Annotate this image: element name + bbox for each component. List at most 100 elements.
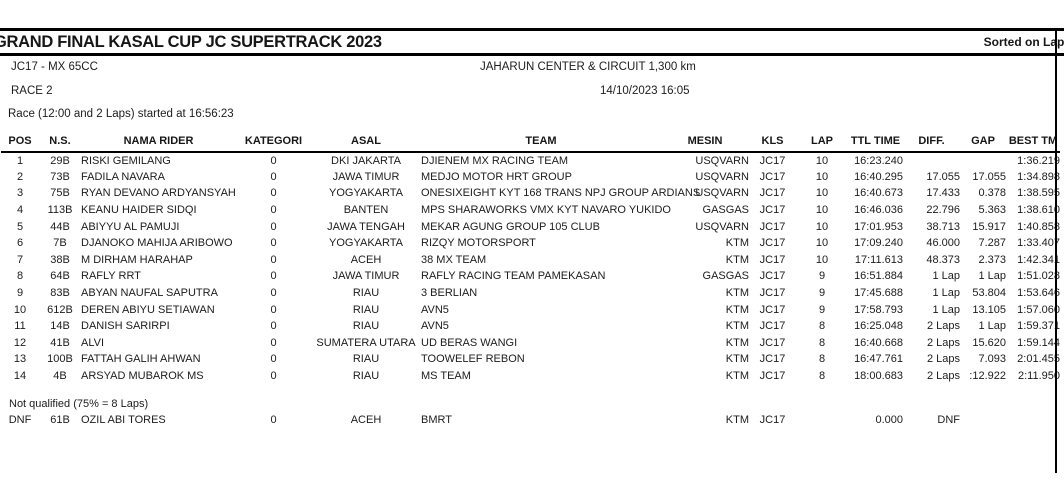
cell-kategori: 0 — [270, 170, 277, 183]
cell-gap: 17.055 — [972, 170, 1006, 183]
cell-team: MPS SHARAWORKS VMX KYT NAVARO YUKIDO — [421, 204, 671, 217]
cell-mesin: KTM — [725, 336, 749, 349]
result-row: 12 41B ALVI 0 SUMATERA UTARA UD BERAS WANGI KT… — [1, 335, 1060, 352]
cell-gap: 7.093 — [978, 353, 1006, 366]
venue-label: JAHARUN CENTER & CIRCUIT 1,300 km — [480, 61, 696, 73]
cell-rider: RYAN DEVANO ARDYANSYAH — [81, 187, 236, 200]
not-qualified-row: Not qualified (75% = 8 Laps) — [1, 395, 1060, 412]
cell-pos: 2 — [16, 170, 24, 183]
cell-rider: DEREN ABIYU SETIAWAN — [81, 303, 215, 316]
col-header-best-tm: BEST TM — [1006, 133, 1060, 153]
cell-kls: JC17 — [759, 414, 786, 427]
cell-ttl-time: 16:40.295 — [854, 170, 903, 183]
cell-gap — [960, 412, 1006, 429]
cell-ns: 14B — [50, 320, 70, 333]
cell-best-tm: 2:11.950 — [1017, 370, 1060, 383]
result-row: 1 29B RISKI GEMILANG 0 DKI JAKARTA DJIENEM MX… — [1, 152, 1060, 169]
result-row: 7 38B M DIRHAM HARAHAP 0 ACEH 38 MX TEAM KTM JC… — [1, 252, 1060, 269]
race-start-info: Race (12:00 and 2 Laps) started at 16:56… — [8, 108, 234, 120]
cell-kategori: 0 — [270, 204, 277, 217]
cell-ns: 61B — [50, 414, 70, 427]
race-label: RACE 2 — [11, 85, 53, 97]
cell-ns: 113B — [47, 204, 73, 217]
cell-mesin: USQVARN — [695, 187, 749, 200]
cell-kls: JC17 — [759, 303, 786, 316]
title-band: GRAND FINAL KASAL CUP JC SUPERTRACK 2023… — [0, 28, 1064, 56]
cell-mesin: KTM — [725, 370, 749, 383]
cell-pos: 12 — [13, 336, 27, 349]
cell-diff: 1 Lap — [932, 270, 960, 283]
cell-team: MEKAR AGUNG GROUP 105 CLUB — [421, 220, 600, 233]
cell-kategori: 0 — [270, 353, 277, 366]
col-header-kategori: KATEGORI — [236, 133, 311, 153]
cell-pos: 13 — [13, 353, 27, 366]
cell-best-tm: 1:38.595 — [1017, 187, 1060, 200]
cell-lap: 9 — [818, 303, 826, 316]
cell-team: MS TEAM — [421, 370, 471, 383]
cell-asal: ACEH — [350, 253, 382, 266]
cell-ttl-time: 16:40.673 — [854, 187, 903, 200]
cell-asal: BANTEN — [343, 204, 389, 217]
cell-kls: JC17 — [759, 336, 786, 349]
results-table: POS N.S. NAMA RIDER KATEGORI ASAL TEAM MESIN KL… — [1, 133, 1060, 429]
cell-lap: 9 — [818, 287, 826, 300]
datetime-label: 14/10/2023 16:05 — [600, 85, 690, 97]
cell-diff: 46.000 — [926, 237, 960, 250]
cell-pos: 9 — [16, 287, 24, 300]
cell-kls: JC17 — [759, 287, 786, 300]
cell-lap: 10 — [815, 154, 829, 167]
cell-ttl-time: 16:47.761 — [854, 353, 903, 366]
cell-ns: 73B — [50, 170, 70, 183]
cell-ns: 44B — [50, 220, 70, 233]
cell-kls: JC17 — [759, 220, 786, 233]
cell-ns: 64B — [50, 270, 70, 283]
cell-mesin: USQVARN — [695, 170, 749, 183]
col-header-rider: NAMA RIDER — [81, 133, 236, 153]
cell-team: RAFLY RACING TEAM PAMEKASAN — [421, 270, 606, 283]
cell-mesin: GASGAS — [702, 204, 749, 217]
cell-diff: 17.433 — [926, 187, 960, 200]
cell-kategori: 0 — [270, 336, 277, 349]
cell-kls: JC17 — [759, 204, 786, 217]
header-row: POS N.S. NAMA RIDER KATEGORI ASAL TEAM MESIN KL… — [1, 133, 1060, 153]
cell-gap: 2.373 — [978, 253, 1006, 266]
cell-best-tm: 1:40.858 — [1017, 220, 1060, 233]
cell-pos: 7 — [16, 253, 24, 266]
cell-team: AVN5 — [421, 303, 449, 316]
cell-asal: JAWA TIMUR — [332, 270, 400, 283]
cell-gap: 15.620 — [972, 336, 1006, 349]
cell-ttl-time: 17:11.613 — [854, 253, 903, 266]
cell-best-tm: 1:59.371 — [1017, 320, 1060, 333]
cell-kls: JC17 — [759, 237, 786, 250]
result-row: 8 64B RAFLY RRT 0 JAWA TIMUR RAFLY RACING TEA… — [1, 268, 1060, 285]
cell-ttl-time: 16:51.884 — [854, 270, 903, 283]
cell-gap: :12.922 — [969, 370, 1006, 383]
cell-pos: DNF — [8, 414, 32, 427]
cell-lap: 10 — [815, 220, 829, 233]
cell-ttl-time: 18:00.683 — [854, 370, 903, 383]
cell-gap: 1 Lap — [978, 270, 1006, 283]
cell-team: DJIENEM MX RACING TEAM — [421, 154, 569, 167]
result-row: 13 100B FATTAH GALIH AHWAN 0 RIAU TOOWELEF RE… — [1, 351, 1060, 368]
cell-gap: 0.378 — [978, 187, 1006, 200]
cell-best-tm: 1:59.144 — [1017, 336, 1060, 349]
cell-pos: 8 — [16, 270, 24, 283]
cell-diff: 17.055 — [926, 170, 960, 183]
spacer-row — [1, 384, 1060, 395]
cell-diff: 2 Laps — [926, 353, 960, 366]
cell-team: RIZQY MOTORSPORT — [421, 237, 536, 250]
cell-pos: 6 — [16, 237, 24, 250]
cell-gap: 7.287 — [978, 237, 1006, 250]
cell-lap: 10 — [815, 204, 829, 217]
cell-lap: 8 — [818, 370, 826, 383]
cell-diff: 22.796 — [926, 204, 960, 217]
cell-kategori: 0 — [270, 253, 277, 266]
cell-diff: 38.713 — [926, 220, 960, 233]
cell-kategori: 0 — [270, 154, 277, 167]
cell-ns: 612B — [47, 303, 73, 316]
cell-kls: JC17 — [759, 170, 786, 183]
result-row: 4 113B KEANU HAIDER SIDQI 0 BANTEN MPS SHARAW… — [1, 202, 1060, 219]
cell-gap — [960, 152, 1006, 169]
cell-ns: 75B — [50, 187, 70, 200]
result-row: 2 73B FADILA NAVARA 0 JAWA TIMUR MEDJO MOTOR … — [1, 169, 1060, 186]
